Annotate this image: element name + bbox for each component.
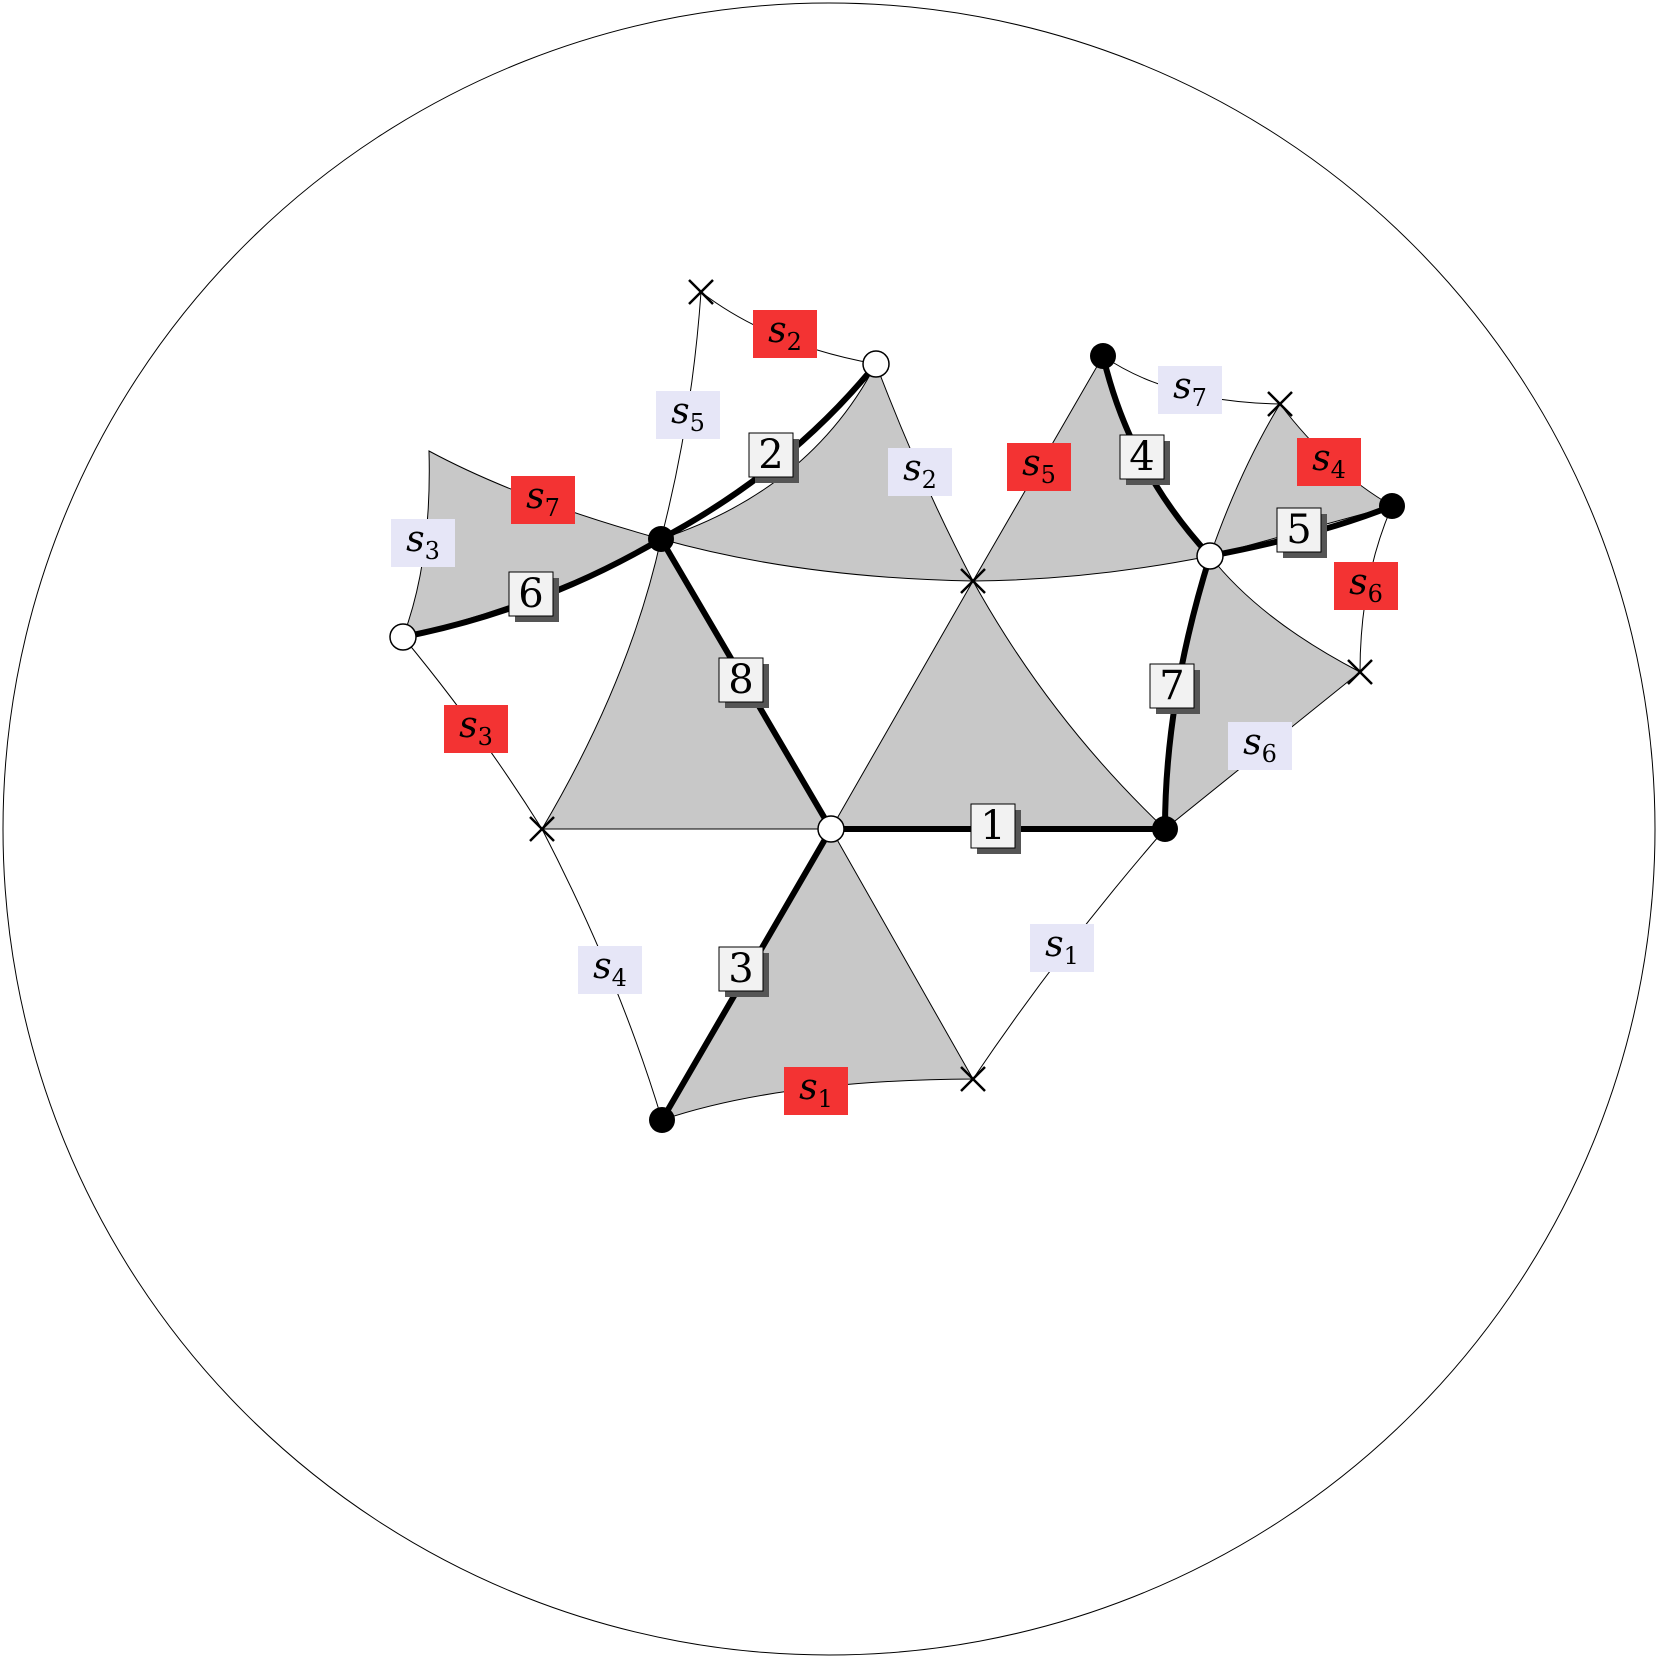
edge-number-boxes: 1 2 3 4 5 6 7 8 [508, 432, 1327, 997]
cross-center-top [960, 568, 986, 594]
edge-number-2: 2 [748, 432, 799, 483]
label-red-s1: s1 [784, 1067, 848, 1115]
svg-text:s7: s7 [1173, 366, 1207, 412]
svg-text:s5: s5 [671, 391, 705, 437]
label-blue-s3: s3 [391, 519, 455, 567]
label-red-s7: s7 [511, 476, 575, 524]
svg-text:2: 2 [758, 432, 783, 478]
cross-right [1347, 659, 1373, 685]
black-vertex-top-right [1090, 343, 1116, 369]
edge-number-6: 6 [508, 571, 559, 622]
svg-text:4: 4 [1129, 434, 1154, 480]
svg-text:s5: s5 [1022, 443, 1056, 489]
cross-top-right [1267, 391, 1293, 417]
label-blue-s7: s7 [1158, 366, 1222, 414]
black-vertex-right [1152, 816, 1178, 842]
label-red-s5: s5 [1007, 443, 1071, 491]
edge-number-1: 1 [970, 803, 1021, 854]
label-blue-s4: s4 [578, 946, 642, 994]
side-labels: s2 s5 s2 s7 s3 s3 s4 s1 [391, 310, 1398, 1115]
white-vertex-top [862, 350, 890, 378]
cross-bottom [960, 1066, 986, 1092]
svg-text:s1: s1 [1045, 924, 1079, 970]
svg-text:8: 8 [728, 657, 753, 703]
edge-number-7: 7 [1149, 663, 1200, 714]
svg-text:s1: s1 [799, 1067, 833, 1113]
svg-text:s3: s3 [406, 519, 440, 565]
cross-left [529, 816, 555, 842]
label-red-s6: s6 [1334, 562, 1398, 610]
svg-text:6: 6 [518, 571, 543, 617]
svg-text:s2: s2 [768, 310, 802, 356]
white-vertex-center [817, 815, 845, 843]
vertices [389, 343, 1405, 1133]
label-red-s2: s2 [753, 310, 817, 358]
edge-number-5: 5 [1276, 507, 1327, 558]
svg-text:3: 3 [728, 946, 753, 992]
cross-top-left [688, 279, 714, 305]
svg-text:s4: s4 [593, 946, 627, 992]
svg-text:s2: s2 [903, 448, 937, 494]
edge-number-8: 8 [718, 657, 769, 708]
black-vertex-bottom [649, 1107, 675, 1133]
white-vertex-right [1196, 542, 1224, 570]
face-center-left [541, 537, 832, 830]
edge-number-4: 4 [1119, 434, 1170, 485]
svg-text:s6: s6 [1349, 562, 1383, 608]
label-red-s3: s3 [444, 705, 508, 753]
label-blue-s2: s2 [888, 448, 952, 496]
label-blue-s5: s5 [656, 391, 720, 439]
label-blue-s1: s1 [1030, 924, 1094, 972]
shaded-faces [402, 354, 1394, 1121]
svg-text:7: 7 [1159, 663, 1184, 709]
edge-number-3: 3 [718, 946, 769, 997]
svg-text:s6: s6 [1243, 722, 1277, 768]
label-blue-s6: s6 [1228, 722, 1292, 770]
label-red-s4: s4 [1297, 438, 1361, 486]
white-vertex-left [389, 623, 417, 651]
black-vertex-far-right [1379, 493, 1405, 519]
svg-text:s7: s7 [526, 476, 560, 522]
svg-text:5: 5 [1286, 507, 1311, 553]
cross-markers [529, 279, 1373, 1092]
svg-text:1: 1 [980, 803, 1005, 849]
svg-text:s3: s3 [459, 705, 493, 751]
svg-text:s4: s4 [1312, 438, 1346, 484]
face-center-right [830, 579, 1167, 830]
black-vertex-upper-left [648, 526, 674, 552]
